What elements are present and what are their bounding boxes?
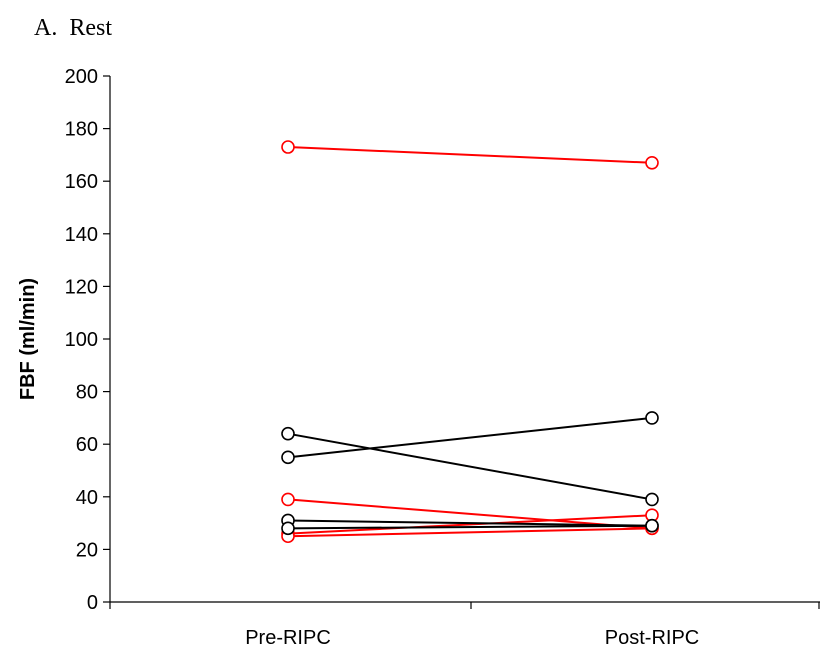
series-6 bbox=[281, 411, 659, 465]
data-point bbox=[645, 518, 659, 533]
data-point bbox=[281, 426, 295, 441]
series-line bbox=[287, 527, 653, 538]
data-point bbox=[281, 450, 295, 465]
chart-title: A. Rest bbox=[34, 15, 112, 41]
series-line bbox=[287, 524, 653, 530]
y-tick-label: 20 bbox=[76, 539, 98, 561]
series-layer bbox=[281, 140, 659, 544]
series-line bbox=[287, 514, 653, 535]
y-axis-title: FBF (ml/min) bbox=[17, 278, 39, 400]
y-tick-label: 140 bbox=[65, 224, 98, 246]
x-category-label: Post-RIPC bbox=[605, 627, 699, 649]
y-tick-label: 40 bbox=[76, 487, 98, 509]
x-category-label: Pre-RIPC bbox=[245, 627, 331, 649]
series-5 bbox=[281, 426, 659, 507]
series-1 bbox=[281, 140, 659, 170]
data-point bbox=[281, 140, 295, 154]
y-tick-label: 0 bbox=[87, 592, 98, 614]
series-line bbox=[287, 519, 653, 527]
y-tick-label: 180 bbox=[65, 119, 98, 141]
y-tick-label: 120 bbox=[65, 276, 98, 298]
y-tick-label: 200 bbox=[65, 66, 98, 88]
series-line bbox=[287, 146, 653, 164]
axes: 0 20 40 60 80 100 120 140 160 180 200 Pre-RIPC Post-… bbox=[65, 66, 820, 649]
y-tick-label: 160 bbox=[65, 171, 98, 193]
series-line bbox=[287, 432, 653, 501]
y-tick-label: 60 bbox=[76, 434, 98, 456]
data-point bbox=[645, 411, 659, 425]
data-point bbox=[645, 492, 659, 507]
series-line bbox=[287, 498, 653, 530]
series-8 bbox=[281, 518, 659, 536]
data-point bbox=[281, 521, 295, 536]
series-line bbox=[287, 416, 653, 459]
y-tick-label: 100 bbox=[65, 329, 98, 351]
data-point bbox=[281, 492, 295, 507]
y-tick-label: 80 bbox=[76, 382, 98, 404]
data-point bbox=[645, 155, 659, 170]
